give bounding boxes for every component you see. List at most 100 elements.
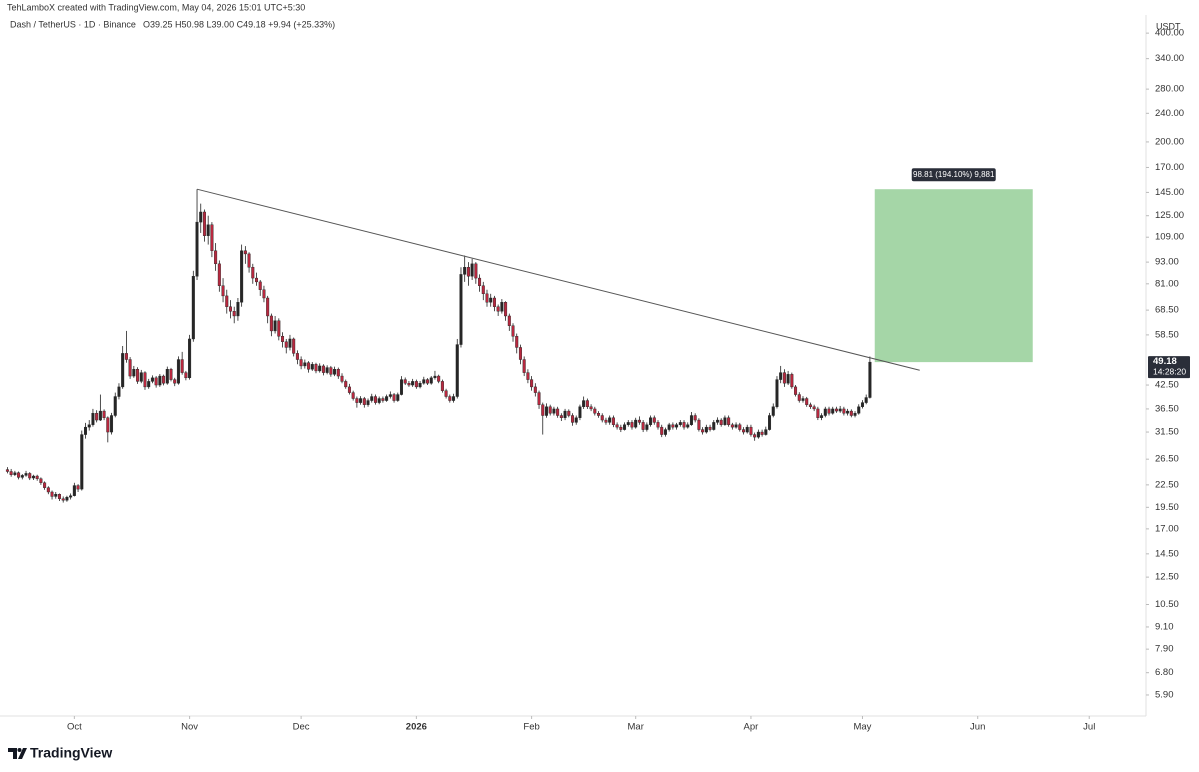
candle-body — [188, 338, 192, 379]
candle-body — [444, 390, 448, 397]
candle-body — [399, 379, 403, 395]
candle-body — [277, 320, 281, 337]
candle-body — [143, 372, 147, 388]
candle-body — [500, 302, 504, 312]
candle-body — [604, 419, 608, 423]
candle-body — [72, 485, 76, 496]
candle-body — [808, 404, 812, 407]
candle-body — [671, 424, 675, 428]
y-tick-label: 400.00 — [1155, 28, 1184, 39]
candle-body — [199, 211, 203, 223]
candle-body — [630, 422, 634, 428]
candle-body — [515, 336, 519, 348]
candle-body — [857, 406, 861, 414]
x-tick-label: Jun — [970, 722, 985, 733]
candle-body — [660, 426, 664, 435]
candle-body — [84, 426, 88, 435]
candle-body — [173, 379, 177, 384]
candle-body — [165, 369, 169, 384]
candle-body — [106, 417, 110, 433]
candle-body — [210, 224, 214, 251]
candle-body — [782, 372, 786, 384]
candle-body — [849, 410, 853, 416]
candle-body — [195, 221, 199, 277]
candle-body — [221, 285, 225, 297]
credit: TehLamboX created with TradingView.com, … — [7, 2, 305, 12]
candle-body — [463, 267, 467, 275]
candle-body — [292, 338, 296, 354]
candle-body — [240, 250, 244, 303]
candle-body — [236, 302, 240, 317]
candle-body — [214, 250, 218, 265]
candle-body — [764, 429, 768, 435]
candle-body — [738, 424, 742, 430]
candle-body — [689, 415, 693, 425]
candle-body — [377, 398, 381, 403]
candle-body — [403, 379, 407, 384]
candle-body — [593, 408, 597, 414]
candle-body — [775, 379, 779, 407]
x-tick-label: Jul — [1083, 722, 1095, 733]
candle-body — [340, 375, 344, 382]
candle-body — [526, 372, 530, 380]
candle-body — [255, 277, 259, 283]
candle-body — [697, 419, 701, 430]
candle-body — [675, 424, 679, 428]
candle-body — [582, 400, 586, 407]
candle-body — [158, 375, 162, 386]
candle-body — [645, 424, 649, 430]
y-tick-label: 58.50 — [1155, 329, 1179, 340]
candle-body — [132, 369, 136, 377]
candle-body — [102, 410, 106, 418]
measure-label-bg — [911, 168, 996, 182]
x-tick-label: Dec — [293, 722, 310, 733]
candle-body — [176, 359, 180, 384]
candle-body — [805, 398, 809, 405]
trendline — [196, 188, 920, 371]
candle-body — [548, 406, 552, 414]
candle-body — [318, 365, 322, 372]
candle-body — [366, 400, 370, 405]
candle-body — [667, 424, 671, 430]
candle-body — [567, 410, 571, 416]
candle-body — [682, 422, 686, 428]
candle-body — [823, 408, 827, 416]
candle-body — [623, 424, 627, 430]
candle-body — [541, 404, 545, 416]
y-tick-label: 109.00 — [1155, 232, 1184, 243]
candle-body — [522, 359, 526, 373]
symbol: Dash / TetherUS · 1D · Binance — [10, 19, 136, 29]
candle-body — [786, 374, 790, 384]
candle-body — [597, 413, 601, 416]
candle-body — [266, 297, 270, 317]
candle-body — [418, 383, 422, 388]
x-tick-label: 2026 — [406, 722, 427, 733]
candle-body — [838, 408, 842, 412]
candle-body — [619, 426, 623, 430]
candle-body — [641, 422, 645, 430]
candle-body — [31, 475, 35, 479]
candle-body — [169, 369, 173, 380]
candle-body — [742, 429, 746, 433]
candle-body — [585, 400, 589, 407]
candle-body — [281, 336, 285, 342]
candle-body — [269, 315, 273, 332]
candle-body — [589, 406, 593, 410]
candle-body — [827, 408, 831, 414]
candle-body — [727, 417, 731, 425]
y-tick-label: 93.00 — [1155, 257, 1179, 268]
candle-body — [637, 419, 641, 423]
candle-body — [288, 338, 292, 348]
logo-mark — [8, 748, 27, 759]
candle-body — [485, 293, 489, 303]
candle-body — [251, 267, 255, 279]
candle-body — [247, 253, 251, 268]
x-tick-label: Nov — [181, 722, 198, 733]
candle-body — [65, 496, 69, 501]
candle-body — [20, 475, 24, 478]
candle-body — [455, 344, 459, 397]
candle-body — [693, 415, 697, 421]
y-tick-label: 145.00 — [1155, 187, 1184, 198]
candle-body — [708, 426, 712, 430]
candle-body — [448, 396, 452, 401]
